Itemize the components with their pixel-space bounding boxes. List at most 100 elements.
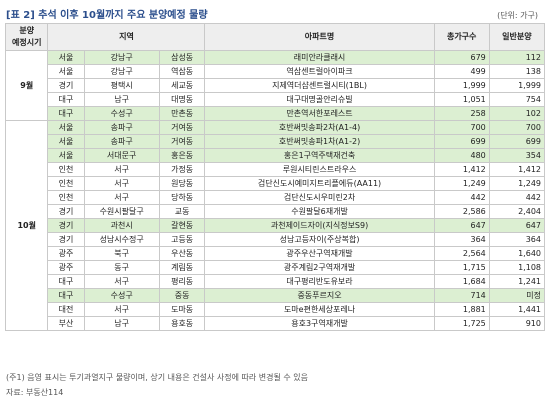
total-units-cell: 442 <box>433 190 490 205</box>
apartment-name-cell: 성남고등자이(주상복합) <box>204 232 435 247</box>
general-sale-cell: 112 <box>488 50 546 65</box>
general-sale-cell: 미정 <box>488 288 546 303</box>
table-row: 9월 서울 강남구 삼성동 래미안라클래시 679 112 <box>4 50 546 121</box>
region-province-cell: 인천 <box>47 162 85 177</box>
table-row: 부산 남구 용호동 용호3구역재개발 1,725 910 <box>6 316 546 331</box>
region-dong-cell: 계림동 <box>158 260 206 275</box>
apartment-name-cell: 호반써밋송파2차(A1-4) <box>204 120 435 135</box>
total-units-cell: 364 <box>433 232 490 247</box>
region-district-cell: 남구 <box>83 316 160 331</box>
general-sale-cell: 910 <box>488 316 546 331</box>
total-units-cell: 2,564 <box>433 246 490 261</box>
region-province-cell: 인천 <box>47 190 85 205</box>
region-dong-cell: 원당동 <box>158 176 206 191</box>
source-note: 자료: 부동산114 <box>6 388 64 397</box>
apartment-name-cell: 지제역더샵센트럴시티(1BL) <box>204 78 435 93</box>
general-sale-cell: 2,404 <box>488 204 546 219</box>
region-district-cell: 북구 <box>83 246 160 261</box>
region-dong-cell: 교동 <box>158 204 206 219</box>
region-district-cell: 서구 <box>83 274 160 289</box>
region-dong-cell: 대명동 <box>158 92 206 107</box>
region-dong-cell: 중동 <box>158 288 206 303</box>
apartment-name-cell: 만촌역서한포레스트 <box>204 106 435 121</box>
region-district-cell: 수원시팔달구 <box>83 204 160 219</box>
general-sale-cell: 1,241 <box>488 274 546 289</box>
total-units-cell: 2,586 <box>433 204 490 219</box>
header-total-units: 총가구수 <box>433 23 490 51</box>
region-district-cell: 동구 <box>83 260 160 275</box>
table-row: 서울 강남구 역삼동 역삼센트럴아이파크 499 138 <box>6 64 546 79</box>
apartment-name-cell: 루원시티린스트라우스 <box>204 162 435 177</box>
region-district-cell: 강남구 <box>83 64 160 79</box>
region-dong-cell: 삼성동 <box>158 50 206 65</box>
region-dong-cell: 갈현동 <box>158 218 206 233</box>
region-province-cell: 경기 <box>47 78 85 93</box>
total-units-cell: 1,725 <box>433 316 490 331</box>
footnote: (주1) 음영 표시는 투기과열지구 물량이며, 상기 내용은 건설사 사정에 … <box>6 373 308 382</box>
general-sale-cell: 1,640 <box>488 246 546 261</box>
region-province-cell: 서울 <box>47 64 85 79</box>
total-units-cell: 699 <box>433 134 490 149</box>
region-district-cell: 수성구 <box>83 106 160 121</box>
region-province-cell: 인천 <box>47 176 85 191</box>
region-district-cell: 서구 <box>83 302 160 317</box>
apartment-name-cell: 홍은1구역주택재건축 <box>204 148 435 163</box>
general-sale-cell: 354 <box>488 148 546 163</box>
header-period-line: 예정시기 <box>11 38 42 47</box>
header-apartment: 아파트명 <box>204 23 435 51</box>
table-row: 경기 평택시 세교동 지제역더샵센트럴시티(1BL) 1,999 1,999 <box>6 78 546 93</box>
apartment-name-cell: 래미안라클래시 <box>204 50 435 65</box>
table-row: 경기 과천시 갈현동 과천제이드자이(지식정보S9) 647 647 <box>6 218 546 233</box>
region-province-cell: 경기 <box>47 232 85 247</box>
apartment-name-cell: 중동푸르지오 <box>204 288 435 303</box>
table-title: [표 2] 추석 이후 10월까지 주요 분양예정 물량 <box>6 10 208 21</box>
table-row: 대구 서구 평리동 대구평리반도유보라 1,684 1,241 <box>6 274 546 289</box>
region-dong-cell: 우산동 <box>158 246 206 261</box>
apartment-name-cell: 광주계림2구역재개발 <box>204 260 435 275</box>
period-cell: 10월 <box>4 120 49 331</box>
region-district-cell: 과천시 <box>83 218 160 233</box>
region-dong-cell: 역삼동 <box>158 64 206 79</box>
table-row: 경기 수원시팔달구 교동 수원팔달6재개발 2,586 2,404 <box>6 204 546 219</box>
region-dong-cell: 평리동 <box>158 274 206 289</box>
apartment-name-cell: 광주우산구역재개발 <box>204 246 435 261</box>
region-district-cell: 서구 <box>83 162 160 177</box>
apartment-name-cell: 용호3구역재개발 <box>204 316 435 331</box>
general-sale-cell: 1,249 <box>488 176 546 191</box>
presale-table: 분양 예정시기 지역 아파트명 총가구수 일반분양 9월 서울 강남구 삼성동 래미안라클… <box>4 23 546 331</box>
table-row: 인천 서구 가정동 루원시티린스트라우스 1,412 1,412 <box>6 162 546 177</box>
region-dong-cell: 용호동 <box>158 316 206 331</box>
general-sale-cell: 1,999 <box>488 78 546 93</box>
table-row: 인천 서구 당하동 검단신도시우미린2차 442 442 <box>6 190 546 205</box>
region-province-cell: 경기 <box>47 218 85 233</box>
total-units-cell: 1,412 <box>433 162 490 177</box>
table-row: 광주 북구 우산동 광주우산구역재개발 2,564 1,640 <box>6 246 546 261</box>
region-province-cell: 대구 <box>47 92 85 107</box>
region-province-cell: 경기 <box>47 204 85 219</box>
table-row: 대전 서구 도마동 도마e편한세상포레나 1,881 1,441 <box>6 302 546 317</box>
region-dong-cell: 고등동 <box>158 232 206 247</box>
region-dong-cell: 만촌동 <box>158 106 206 121</box>
region-province-cell: 광주 <box>47 246 85 261</box>
region-district-cell: 서대문구 <box>83 148 160 163</box>
table-row: 경기 성남시수정구 고등동 성남고등자이(주상복합) 364 364 <box>6 232 546 247</box>
apartment-name-cell: 수원팔달6재개발 <box>204 204 435 219</box>
total-units-cell: 499 <box>433 64 490 79</box>
region-district-cell: 서구 <box>83 190 160 205</box>
header-period-line: 분양 <box>19 26 35 35</box>
general-sale-cell: 442 <box>488 190 546 205</box>
table-row: 인천 서구 원당동 검단신도시예미지트리플에듀(AA11) 1,249 1,249 <box>6 176 546 191</box>
region-district-cell: 송파구 <box>83 134 160 149</box>
general-sale-cell: 1,441 <box>488 302 546 317</box>
region-province-cell: 서울 <box>47 50 85 65</box>
region-dong-cell: 거여동 <box>158 134 206 149</box>
region-district-cell: 강남구 <box>83 50 160 65</box>
total-units-cell: 1,249 <box>433 176 490 191</box>
unit-label: (단위: 가구) <box>497 11 538 20</box>
region-province-cell: 서울 <box>47 120 85 135</box>
apartment-name-cell: 호반써밋송파1차(A1-2) <box>204 134 435 149</box>
general-sale-cell: 699 <box>488 134 546 149</box>
general-sale-cell: 700 <box>488 120 546 135</box>
header-region: 지역 <box>47 23 206 51</box>
total-units-cell: 700 <box>433 120 490 135</box>
